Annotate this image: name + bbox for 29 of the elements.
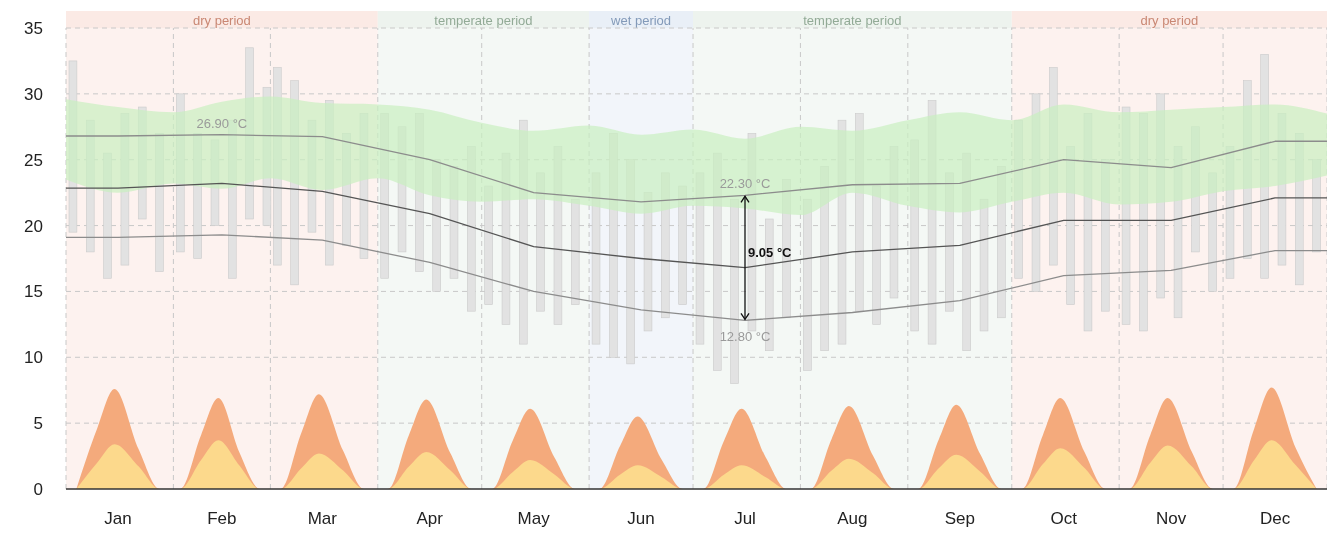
x-tick-label: Feb xyxy=(207,509,237,528)
x-tick-label: Dec xyxy=(1259,509,1291,528)
y-tick-label: 35 xyxy=(24,19,43,38)
band-label: temperate period xyxy=(434,12,533,28)
x-tick-label: Nov xyxy=(1155,509,1187,528)
band-label: dry period xyxy=(1140,12,1199,28)
x-tick-label: Sep xyxy=(944,509,975,528)
annotation: 9.05 °C xyxy=(748,244,793,260)
x-tick-label: Apr xyxy=(416,509,444,528)
x-tick-label: Oct xyxy=(1050,509,1078,528)
band-label: dry period xyxy=(192,12,251,28)
x-tick-label: Jul xyxy=(734,509,756,528)
y-tick-label: 30 xyxy=(24,84,43,104)
y-tick-label: 0 xyxy=(33,480,43,499)
annotation: 22.30 °C xyxy=(719,176,771,192)
band-label: temperate period xyxy=(803,12,902,28)
x-tick-label: Aug xyxy=(837,509,868,528)
y-tick-label: 15 xyxy=(24,282,43,302)
y-tick-label: 25 xyxy=(24,150,43,170)
band-label: wet period xyxy=(610,12,672,28)
y-tick-label: 10 xyxy=(24,348,43,368)
x-tick-label: May xyxy=(517,509,551,528)
y-tick-label: 5 xyxy=(33,414,43,434)
annotation: 12.80 °C xyxy=(719,329,771,345)
x-tick-label: Jun xyxy=(627,509,655,528)
y-tick-label: 20 xyxy=(24,216,43,236)
x-tick-label: Mar xyxy=(307,509,338,528)
annotation: 26.90 °C xyxy=(196,115,248,131)
x-tick-label: Jan xyxy=(104,509,132,528)
